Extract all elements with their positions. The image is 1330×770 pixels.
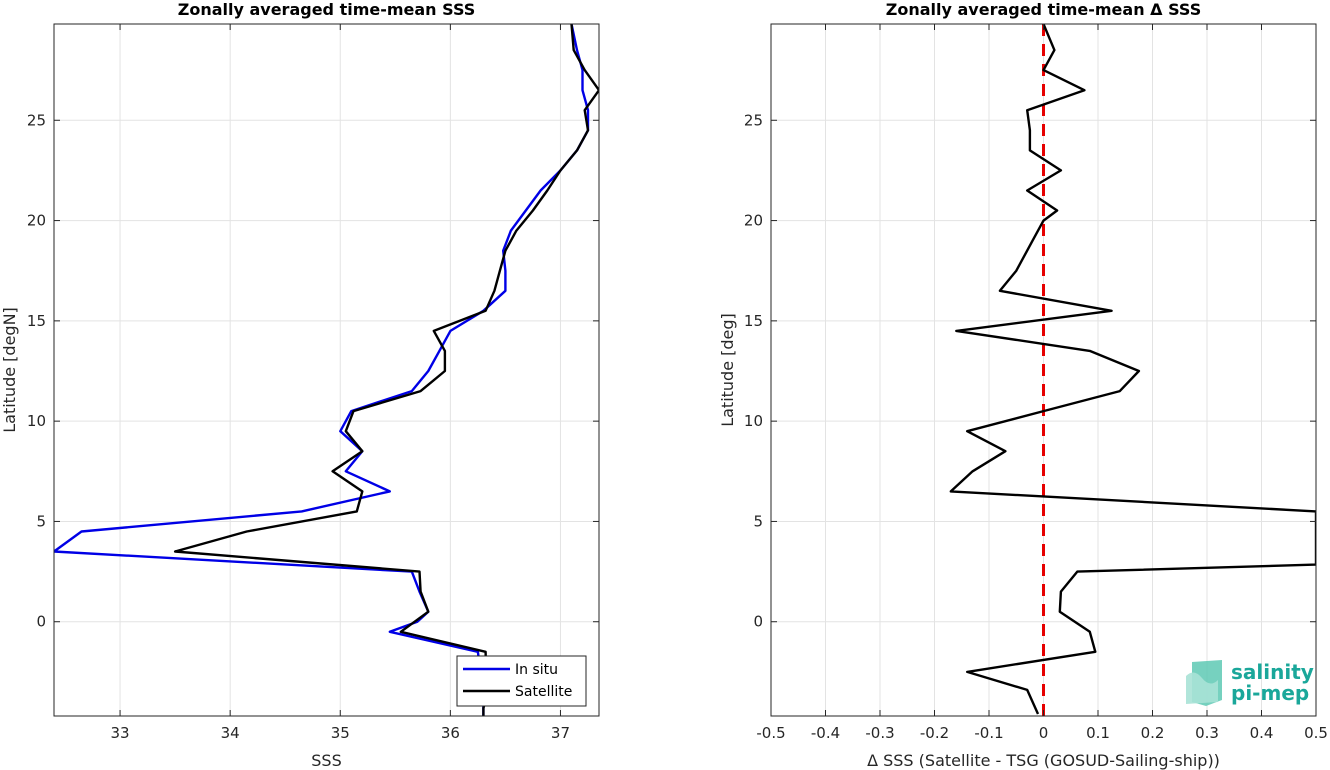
delta-sss-series-group [949, 24, 1316, 715]
delta-sss-ticks: -0.5 -0.4 -0.3 -0.2 -0.1 0 0.1 0.2 0.3 0.4 0.5 0 5 10… [744, 24, 1328, 742]
legend-satellite-label: Satellite [515, 684, 572, 700]
delta-sss-x-axis-label: Δ SSS (Satellite - TSG (GOSUD-Sailing-sh… [867, 751, 1220, 770]
x-tick-label: 0.2 [1141, 724, 1165, 742]
sss-axes-box [53, 23, 600, 717]
x-tick-label: 35 [331, 724, 350, 742]
y-tick-label: 5 [753, 512, 763, 530]
x-tick-label: 0 [1039, 724, 1049, 742]
y-tick-label: 5 [36, 512, 46, 530]
y-tick-label: 0 [36, 613, 46, 631]
sss-series-group [54, 24, 599, 716]
legend-box [456, 655, 587, 707]
logo-line-2: pi-mep [1231, 681, 1309, 705]
x-tick-label: -0.2 [920, 724, 949, 742]
x-tick-label: -0.4 [811, 724, 840, 742]
y-tick-label: 10 [744, 412, 763, 430]
x-tick-label: 0.1 [1086, 724, 1110, 742]
x-tick-label: -0.5 [756, 724, 785, 742]
delta-sss-title: Zonally averaged time-mean Δ SSS [886, 0, 1202, 19]
legend-insitu-label: In situ [515, 662, 558, 678]
y-tick-label: 15 [744, 312, 763, 330]
sss-plot-area [54, 24, 599, 716]
logo-wave-accent [1186, 672, 1218, 704]
delta-sss-axes-box [770, 23, 1317, 717]
x-tick-label: 0.5 [1304, 724, 1328, 742]
y-tick-label: 10 [27, 412, 46, 430]
x-tick-label: -0.3 [865, 724, 894, 742]
sss-grid [54, 24, 599, 716]
y-tick-label: 15 [27, 312, 46, 330]
x-tick-label: 37 [551, 724, 570, 742]
x-tick-label: 36 [441, 724, 460, 742]
x-tick-label: -0.1 [974, 724, 1003, 742]
series-line-delta-sss [949, 24, 1316, 715]
sss-ticks: 33 34 35 36 37 0 5 10 15 20 25 [27, 24, 599, 742]
y-tick-label: 25 [27, 111, 46, 129]
salinity-pi-mep-logo: salinity pi-mep [1186, 660, 1314, 706]
y-tick-label: 0 [753, 613, 763, 631]
x-tick-label: 34 [221, 724, 240, 742]
sss-panel: 33 34 35 36 37 0 5 10 15 20 25 Zonally averaged ti… [0, 0, 600, 770]
legend: In situ Satellite [456, 655, 587, 707]
logo-line-1: salinity [1231, 660, 1314, 684]
sss-y-axis-label: Latitude [degN] [0, 307, 19, 433]
x-tick-label: 33 [111, 724, 130, 742]
y-tick-label: 25 [744, 111, 763, 129]
delta-sss-panel: -0.5 -0.4 -0.3 -0.2 -0.1 0 0.1 0.2 0.3 0.4 0.5 0 5 10… [718, 0, 1328, 770]
delta-sss-y-axis-label: Latitude [deg] [718, 313, 737, 427]
x-tick-label: 0.3 [1195, 724, 1219, 742]
x-tick-label: 0.4 [1250, 724, 1274, 742]
series-line-satellite [173, 24, 599, 716]
y-tick-label: 20 [27, 212, 46, 230]
y-tick-label: 20 [744, 212, 763, 230]
sss-x-axis-label: SSS [311, 751, 341, 770]
sss-title: Zonally averaged time-mean SSS [178, 0, 476, 19]
